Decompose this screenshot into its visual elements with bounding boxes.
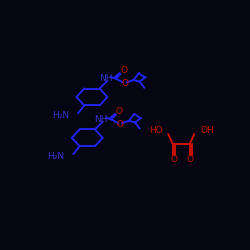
Text: O: O — [187, 155, 194, 164]
Text: O: O — [117, 120, 124, 129]
Text: OH: OH — [200, 126, 214, 134]
Text: O: O — [170, 155, 177, 164]
Text: O: O — [120, 66, 127, 75]
Text: H₂N: H₂N — [47, 152, 64, 161]
Text: NH: NH — [99, 74, 112, 83]
Text: HO: HO — [149, 126, 163, 134]
Text: H₂N: H₂N — [52, 111, 69, 120]
Text: O: O — [122, 80, 128, 88]
Text: NH: NH — [94, 115, 108, 124]
Text: O: O — [116, 107, 122, 116]
